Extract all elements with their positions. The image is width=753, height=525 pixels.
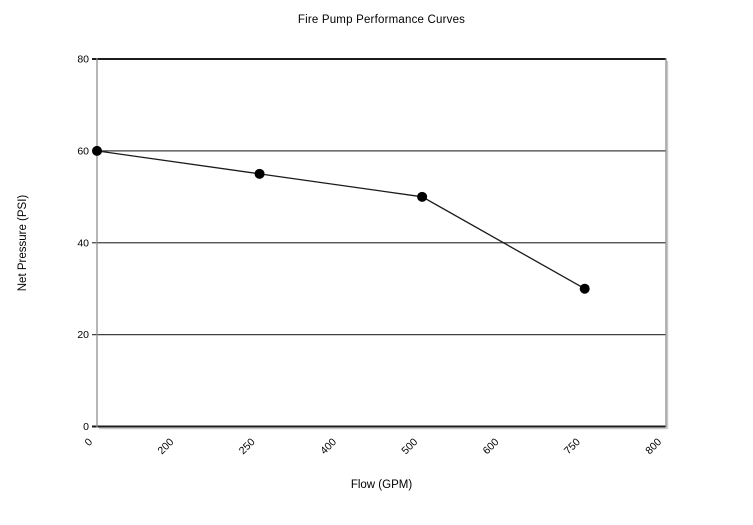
y-tick-label: 80 — [77, 54, 89, 66]
x-tick-label: 600 — [481, 436, 502, 457]
y-tick-label: 40 — [77, 237, 89, 249]
series-line — [96, 150, 586, 290]
chart-title: Fire Pump Performance Curves — [297, 14, 466, 26]
y-tick-label: 60 — [77, 145, 89, 157]
data-point-marker — [92, 145, 102, 156]
x-tick-label: 800 — [643, 436, 664, 457]
y-tick-label: 0 — [83, 421, 89, 433]
data-point-marker — [579, 283, 590, 294]
x-tick-label: 400 — [318, 436, 339, 457]
x-tick-label: 250 — [237, 436, 258, 457]
x-tick-label: 750 — [562, 436, 583, 457]
x-tick-label: 500 — [399, 436, 420, 457]
y-tick-label: 20 — [77, 329, 89, 341]
x-tick-label: 0 — [83, 436, 96, 449]
data-point-marker — [254, 168, 265, 179]
x-tick-label: 200 — [156, 436, 177, 457]
x-axis-title: Flow (GPM) — [350, 479, 413, 491]
data-point-marker — [417, 191, 428, 202]
